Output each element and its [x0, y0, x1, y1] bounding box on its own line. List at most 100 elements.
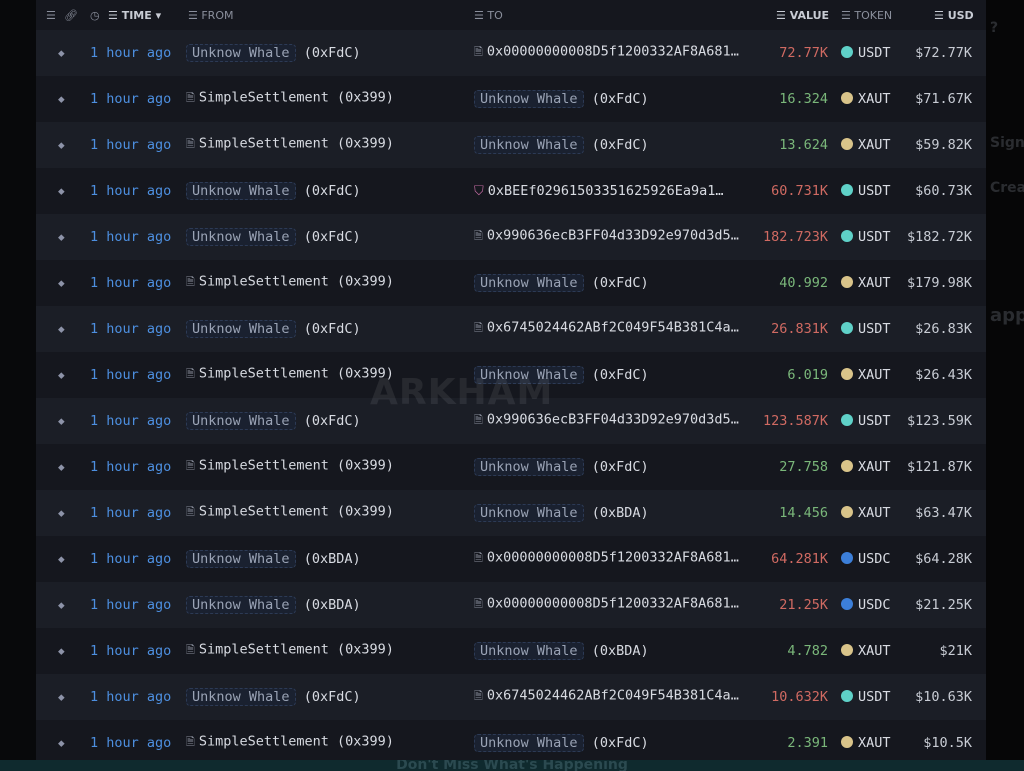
to-address[interactable]: 0x6745024462ABf2C049F54B381C4a… — [486, 319, 739, 336]
to-address[interactable]: (0xFdC) — [591, 735, 649, 751]
link-icon[interactable]: 🔗︎ — [64, 8, 78, 22]
to-address[interactable]: (0xFdC) — [591, 91, 649, 107]
token-cell[interactable]: XAUT — [841, 735, 891, 751]
table-row[interactable]: ◆ 1 hour ago Unknow Whale (0xBDA) 🗎 0x000… — [36, 536, 986, 582]
to-address[interactable]: (0xFdC) — [591, 137, 649, 153]
from-entity-tag[interactable]: Unknow Whale — [186, 412, 296, 430]
time-link[interactable]: 1 hour ago — [90, 275, 172, 291]
to-address[interactable]: 0x00000000008D5f1200332AF8A681… — [486, 43, 739, 60]
to-address[interactable]: 0x00000000008D5f1200332AF8A681… — [486, 549, 739, 566]
to-entity-tag[interactable]: Unknow Whale — [474, 90, 584, 108]
from-address[interactable]: SimpleSettlement (0x399) — [198, 135, 394, 152]
to-address[interactable]: (0xFdC) — [591, 275, 649, 291]
header-value[interactable]: ☰ VALUE — [776, 8, 830, 22]
table-row[interactable]: ◆ 1 hour ago Unknow Whale (0xFdC) 🗎 0x990… — [36, 398, 986, 444]
side-sign-button[interactable]: Sign — [990, 135, 1024, 151]
token-cell[interactable]: XAUT — [841, 367, 891, 383]
time-link[interactable]: 1 hour ago — [90, 183, 172, 199]
header-usd[interactable]: ☰ USD — [934, 8, 974, 22]
time-link[interactable]: 1 hour ago — [90, 413, 172, 429]
table-row[interactable]: ◆ 1 hour ago 🗎 SimpleSettlement (0x399) U… — [36, 490, 986, 536]
to-entity-tag[interactable]: Unknow Whale — [474, 504, 584, 522]
token-cell[interactable]: USDC — [841, 551, 891, 567]
table-row[interactable]: ◆ 1 hour ago 🗎 SimpleSettlement (0x399) U… — [36, 628, 986, 674]
table-row[interactable]: ◆ 1 hour ago Unknow Whale (0xFdC) ⛉ 0xBEE… — [36, 168, 986, 214]
to-entity-tag[interactable]: Unknow Whale — [474, 642, 584, 660]
time-link[interactable]: 1 hour ago — [90, 551, 172, 567]
table-row[interactable]: ◆ 1 hour ago 🗎 SimpleSettlement (0x399) U… — [36, 260, 986, 306]
header-to[interactable]: ☰ TO — [474, 8, 503, 22]
token-cell[interactable]: USDT — [841, 45, 891, 61]
to-address[interactable]: (0xBDA) — [591, 505, 649, 521]
time-link[interactable]: 1 hour ago — [90, 735, 172, 751]
table-row[interactable]: ◆ 1 hour ago 🗎 SimpleSettlement (0x399) U… — [36, 720, 986, 766]
to-address[interactable]: (0xBDA) — [591, 643, 649, 659]
from-address[interactable]: SimpleSettlement (0x399) — [198, 365, 394, 382]
from-entity-tag[interactable]: Unknow Whale — [186, 44, 296, 62]
token-cell[interactable]: XAUT — [841, 505, 891, 521]
time-link[interactable]: 1 hour ago — [90, 321, 172, 337]
from-entity-tag[interactable]: Unknow Whale — [186, 550, 296, 568]
table-row[interactable]: ◆ 1 hour ago 🗎 SimpleSettlement (0x399) U… — [36, 122, 986, 168]
from-entity-tag[interactable]: Unknow Whale — [186, 182, 296, 200]
token-cell[interactable]: XAUT — [841, 459, 891, 475]
time-link[interactable]: 1 hour ago — [90, 229, 172, 245]
table-row[interactable]: ◆ 1 hour ago Unknow Whale (0xFdC) 🗎 0x674… — [36, 306, 986, 352]
to-entity-tag[interactable]: Unknow Whale — [474, 366, 584, 384]
time-link[interactable]: 1 hour ago — [90, 459, 172, 475]
from-address[interactable]: (0xFdC) — [303, 321, 361, 337]
time-link[interactable]: 1 hour ago — [90, 137, 172, 153]
token-cell[interactable]: USDT — [841, 229, 891, 245]
table-row[interactable]: ◆ 1 hour ago 🗎 SimpleSettlement (0x399) U… — [36, 444, 986, 490]
token-cell[interactable]: XAUT — [841, 643, 891, 659]
time-link[interactable]: 1 hour ago — [90, 91, 172, 107]
to-address[interactable]: 0x00000000008D5f1200332AF8A681… — [486, 595, 739, 612]
header-token[interactable]: ☰ TOKEN — [841, 8, 893, 22]
token-cell[interactable]: XAUT — [841, 137, 891, 153]
to-entity-tag[interactable]: Unknow Whale — [474, 136, 584, 154]
from-entity-tag[interactable]: Unknow Whale — [186, 688, 296, 706]
from-address[interactable]: SimpleSettlement (0x399) — [198, 503, 394, 520]
to-address[interactable]: 0x6745024462ABf2C049F54B381C4a… — [486, 687, 739, 704]
token-cell[interactable]: XAUT — [841, 91, 891, 107]
filter-icon[interactable]: ☰ — [46, 8, 56, 22]
header-from[interactable]: ☰ FROM — [188, 8, 234, 22]
from-address[interactable]: (0xFdC) — [303, 45, 361, 61]
time-link[interactable]: 1 hour ago — [90, 45, 172, 61]
from-address[interactable]: SimpleSettlement (0x399) — [198, 457, 394, 474]
token-cell[interactable]: USDT — [841, 689, 891, 705]
from-address[interactable]: (0xBDA) — [303, 597, 361, 613]
to-address[interactable]: (0xFdC) — [591, 367, 649, 383]
side-create-button[interactable]: Creat — [990, 180, 1024, 196]
from-entity-tag[interactable]: Unknow Whale — [186, 320, 296, 338]
from-address[interactable]: (0xFdC) — [303, 689, 361, 705]
to-entity-tag[interactable]: Unknow Whale — [474, 458, 584, 476]
to-address[interactable]: (0xFdC) — [591, 459, 649, 475]
time-link[interactable]: 1 hour ago — [90, 689, 172, 705]
table-row[interactable]: ◆ 1 hour ago 🗎 SimpleSettlement (0x399) U… — [36, 352, 986, 398]
time-link[interactable]: 1 hour ago — [90, 643, 172, 659]
table-row[interactable]: ◆ 1 hour ago Unknow Whale (0xFdC) 🗎 0x990… — [36, 214, 986, 260]
time-link[interactable]: 1 hour ago — [90, 597, 172, 613]
to-entity-tag[interactable]: Unknow Whale — [474, 734, 584, 752]
to-address[interactable]: 0x990636ecB3FF04d33D92e970d3d5… — [486, 227, 739, 244]
to-entity-tag[interactable]: Unknow Whale — [474, 274, 584, 292]
token-cell[interactable]: XAUT — [841, 275, 891, 291]
from-address[interactable]: (0xBDA) — [303, 551, 361, 567]
table-row[interactable]: ◆ 1 hour ago 🗎 SimpleSettlement (0x399) U… — [36, 76, 986, 122]
token-cell[interactable]: USDT — [841, 321, 891, 337]
token-cell[interactable]: USDC — [841, 597, 891, 613]
to-address[interactable]: 0xBEEf02961503351625926Ea9a1… — [487, 183, 724, 199]
header-time[interactable]: ☰ TIME ▾ — [108, 8, 162, 22]
from-address[interactable]: SimpleSettlement (0x399) — [198, 733, 394, 750]
table-row[interactable]: ◆ 1 hour ago Unknow Whale (0xBDA) 🗎 0x000… — [36, 582, 986, 628]
from-entity-tag[interactable]: Unknow Whale — [186, 228, 296, 246]
from-address[interactable]: SimpleSettlement (0x399) — [198, 89, 394, 106]
time-link[interactable]: 1 hour ago — [90, 505, 172, 521]
from-entity-tag[interactable]: Unknow Whale — [186, 596, 296, 614]
from-address[interactable]: (0xFdC) — [303, 229, 361, 245]
from-address[interactable]: (0xFdC) — [303, 183, 361, 199]
table-row[interactable]: ◆ 1 hour ago Unknow Whale (0xFdC) 🗎 0x000… — [36, 30, 986, 76]
token-cell[interactable]: USDT — [841, 183, 891, 199]
from-address[interactable]: SimpleSettlement (0x399) — [198, 273, 394, 290]
